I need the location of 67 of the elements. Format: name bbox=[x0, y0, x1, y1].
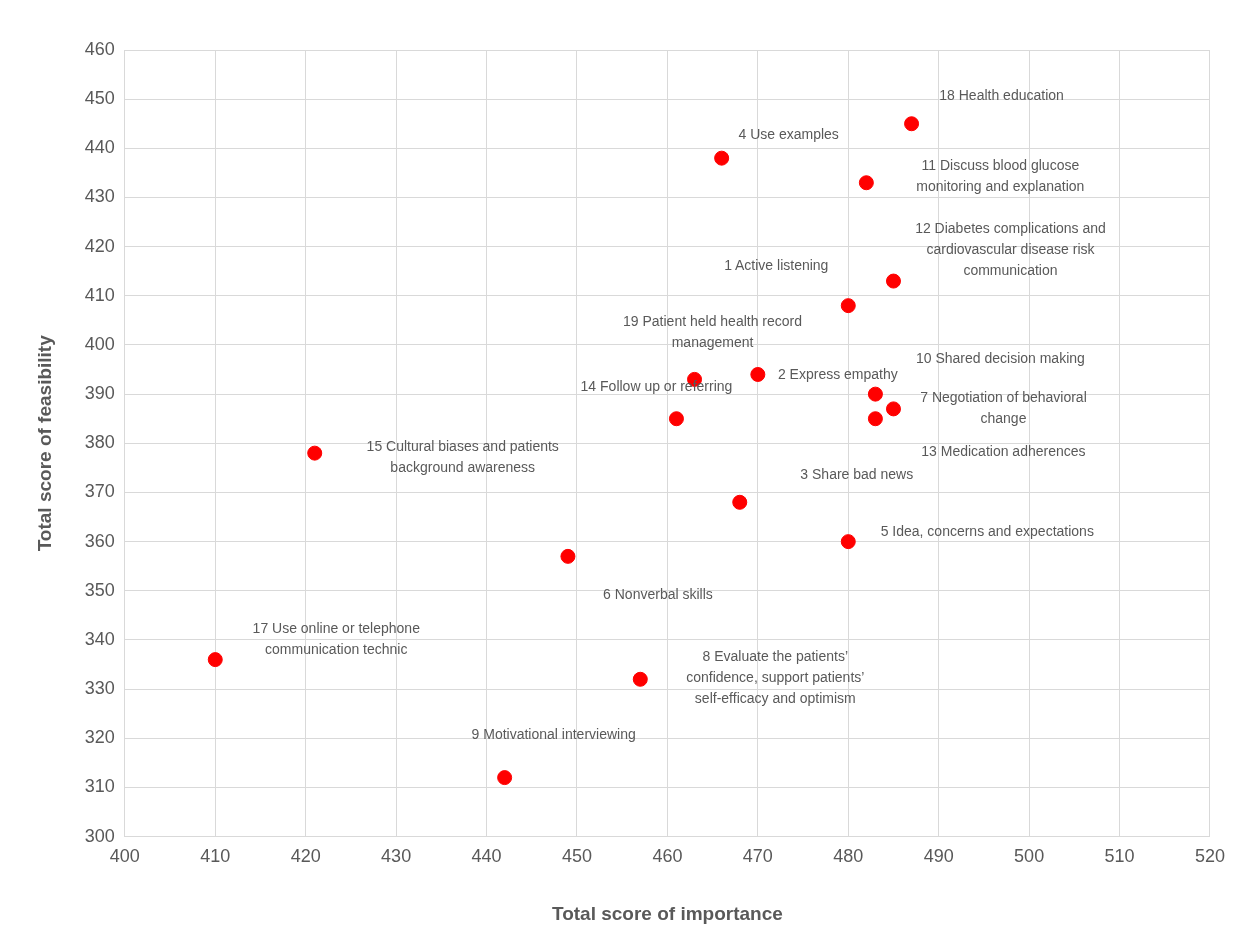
x-tick-label: 510 bbox=[1104, 846, 1135, 867]
x-tick-label: 500 bbox=[1014, 846, 1045, 867]
y-axis-title: Total score of feasibility bbox=[33, 334, 55, 552]
y-tick-label: 350 bbox=[84, 579, 115, 600]
y-tick-label: 330 bbox=[84, 678, 115, 699]
x-tick-label: 480 bbox=[833, 846, 864, 867]
point bbox=[560, 548, 576, 564]
annotation: 14 Follow up or referring bbox=[580, 377, 733, 394]
annotation: 13 Medication adherences bbox=[921, 442, 1086, 459]
y-tick-label: 390 bbox=[84, 383, 115, 404]
x-tick-label: 410 bbox=[200, 846, 231, 867]
annotation: 12 Diabetes complications and cardiovascular disease risk communication bbox=[915, 219, 1106, 278]
y-tick-label: 310 bbox=[84, 776, 115, 797]
point bbox=[885, 401, 901, 417]
y-tick-label: 460 bbox=[84, 38, 115, 59]
point bbox=[207, 652, 223, 668]
annotation: 3 Share bad news bbox=[800, 466, 914, 483]
annotation: 11 Discuss blood glucose monitoring and explanation bbox=[916, 157, 1085, 195]
y-tick-label: 300 bbox=[84, 825, 115, 846]
point bbox=[632, 671, 648, 687]
point bbox=[714, 150, 730, 166]
y-tick-label: 400 bbox=[84, 333, 115, 354]
point bbox=[840, 298, 856, 314]
y-tick-label: 430 bbox=[84, 186, 115, 207]
point bbox=[497, 770, 513, 786]
y-tick-label: 360 bbox=[84, 530, 115, 551]
x-tick-label: 470 bbox=[742, 846, 773, 867]
y-tick-label: 450 bbox=[84, 88, 115, 109]
annotation: 17 Use online or telephone communication technic bbox=[252, 619, 421, 657]
point bbox=[840, 534, 856, 550]
point bbox=[307, 445, 323, 461]
y-tick-label: 370 bbox=[84, 481, 115, 502]
point bbox=[858, 175, 874, 191]
y-tick-label: 340 bbox=[84, 628, 115, 649]
annotation: 8 Evaluate the patients’ confidence, support patients’ self-efficacy and optimism bbox=[686, 648, 865, 707]
annotation: 6 Nonverbal skills bbox=[603, 586, 713, 603]
point bbox=[867, 411, 883, 427]
annotation: 15 Cultural biases and patients background awareness bbox=[366, 438, 559, 476]
point bbox=[867, 386, 883, 402]
annotation: 5 Idea, concerns and expectations bbox=[880, 523, 1094, 540]
y-tick-label: 420 bbox=[84, 235, 115, 256]
point bbox=[750, 366, 766, 382]
x-tick-label: 420 bbox=[290, 846, 321, 867]
y-tick-label: 380 bbox=[84, 432, 115, 453]
annotation: 4 Use examples bbox=[738, 126, 839, 143]
x-tick-label: 460 bbox=[652, 846, 683, 867]
annotation: 10 Shared decision making bbox=[915, 350, 1085, 366]
x-tick-label: 450 bbox=[561, 846, 592, 867]
y-tick-label: 320 bbox=[84, 727, 115, 748]
annotation: 9 Motivational interviewing bbox=[471, 726, 636, 743]
y-tick-label: 440 bbox=[84, 137, 115, 158]
point bbox=[668, 411, 684, 427]
x-axis-title: Total score of importance bbox=[551, 902, 783, 924]
y-tick-label: 410 bbox=[84, 284, 115, 305]
point bbox=[904, 116, 920, 132]
point bbox=[732, 494, 748, 510]
annotation: 2 Express empathy bbox=[777, 366, 898, 383]
annotation: 1 Active listening bbox=[724, 256, 829, 273]
annotation: 7 Negotiation of behavioral change bbox=[920, 389, 1087, 427]
annotation: 19 Patient held health record management bbox=[623, 312, 803, 350]
x-tick-label: 400 bbox=[109, 846, 140, 867]
point bbox=[885, 273, 901, 289]
x-tick-label: 430 bbox=[381, 846, 412, 867]
x-tick-label: 490 bbox=[923, 846, 954, 867]
annotation: 18 Health education bbox=[939, 86, 1064, 103]
x-tick-label: 520 bbox=[1194, 846, 1226, 867]
x-tick-label: 440 bbox=[471, 846, 502, 867]
